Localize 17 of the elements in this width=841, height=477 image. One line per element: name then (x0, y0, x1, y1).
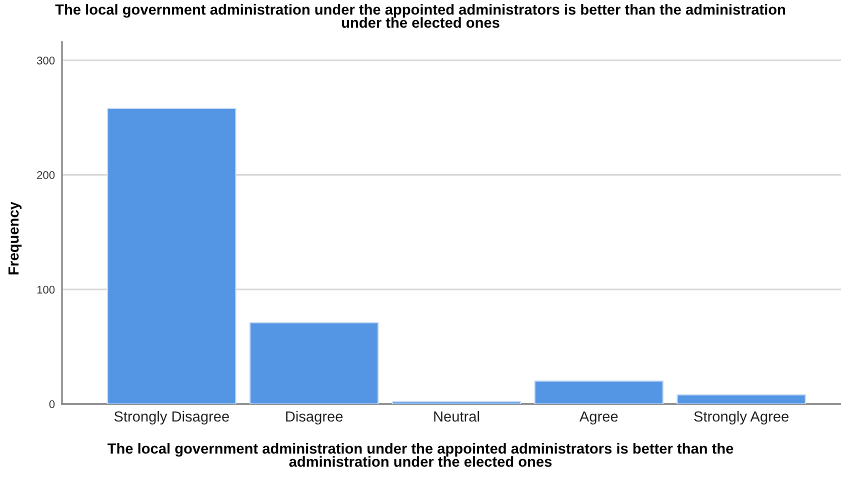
bar (676, 394, 806, 404)
bar (534, 380, 664, 404)
x-tick-label: Disagree (286, 410, 343, 425)
bar (107, 108, 236, 404)
x-axis-title: The local government administration under the appointed administrators is better than the administration under the elected ones (108, 443, 734, 467)
x-tick-label: Strongly Agree (694, 410, 788, 425)
x-tick-label: Agree (579, 411, 618, 425)
y-axis-title: Frequency (8, 202, 22, 274)
chart-title: The local government administration under the appointed administrators is better than the administration under the elected ones (55, 4, 786, 28)
x-tick-label: Strongly Disagree (114, 410, 229, 425)
y-tick-label: 100 (37, 286, 55, 294)
bar (392, 401, 522, 404)
bar (249, 322, 379, 404)
y-tick-label: 200 (37, 171, 55, 180)
y-tick-label: 0 (49, 400, 55, 408)
y-tick-label: 300 (36, 56, 55, 64)
x-tick-label: Neutral (434, 410, 480, 422)
